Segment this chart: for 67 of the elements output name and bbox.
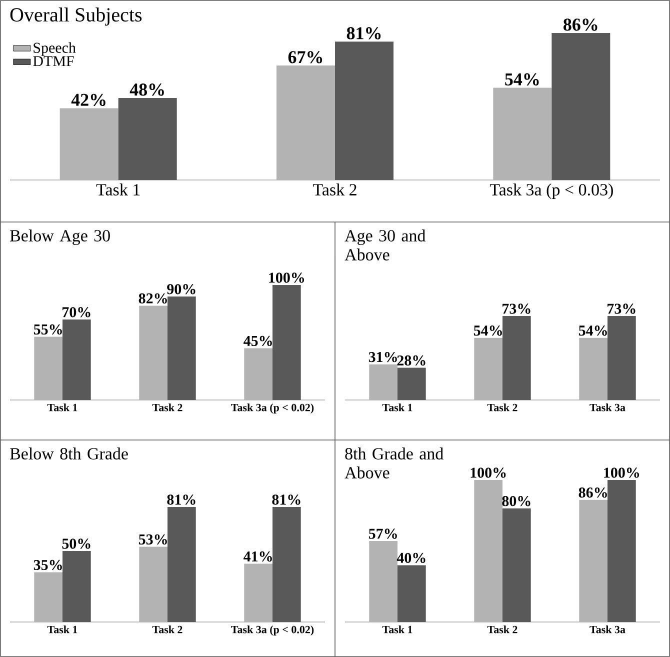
bar [369,364,398,400]
chart-title: Age 30 and Above [344,230,426,260]
data-label: 82% [138,293,167,304]
x-tick-label: Task 1 [382,404,412,412]
data-label: 67% [288,51,322,64]
data-label: 81% [346,27,381,40]
data-label: 80% [502,496,530,506]
x-tick-label: Task 3a [590,404,626,412]
data-label: 54% [474,326,502,336]
chart-title: 8th Grade and Above [344,448,444,478]
chart-title: Below 8th Grade [10,448,128,460]
data-label: 90% [167,284,196,294]
bar [579,338,608,400]
x-tick-label: Task 2 [313,184,356,196]
x-tick-label: Task 2 [152,626,182,634]
data-label: 41% [244,551,272,562]
bar [474,338,502,400]
x-tick-label: Task 3a (p < 0.02) [231,404,314,414]
x-tick-label: Task 1 [96,184,140,196]
data-label: 45% [244,336,272,346]
data-label: 48% [130,84,164,96]
data-label: 86% [578,488,607,498]
data-label: 70% [62,307,90,318]
x-tick-label: Task 3a (p < 0.03) [490,184,613,199]
data-label: 54% [578,326,607,336]
bar [34,336,62,400]
data-label: 86% [564,18,598,31]
data-label: 31% [368,352,397,362]
x-tick-label: Task 2 [487,404,518,412]
chart-title: Below Age 30 [10,230,110,245]
bar [369,541,398,622]
bar [139,306,168,400]
data-label: 57% [368,528,397,539]
x-tick-label: Task 1 [382,626,412,634]
data-label: 40% [396,552,426,564]
bar [139,546,168,622]
x-tick-label: Task 3a (p < 0.02) [231,626,314,636]
x-tick-label: Task 3a [590,626,626,634]
x-tick-label: Task 1 [47,404,78,412]
legend-label: Speech [34,42,76,56]
data-label: 35% [34,560,62,570]
bar [493,88,552,180]
bar [276,65,335,180]
data-label: 42% [71,94,106,106]
data-label: 81% [167,494,196,505]
data-label: 100% [604,468,640,478]
x-tick-label: Task 2 [152,404,182,412]
legend-label: DTMF [33,56,74,66]
data-label: 73% [608,304,636,314]
bar [244,564,272,622]
data-label: 54% [505,73,539,86]
bar [34,572,62,622]
data-label: 100% [470,468,506,478]
x-tick-label: Task 1 [47,626,78,634]
bar [60,108,118,180]
data-label: 100% [269,272,304,283]
data-label: 73% [502,304,530,314]
data-label: 55% [34,324,62,335]
bar [244,348,272,400]
bar [474,480,502,622]
data-label: 50% [62,538,90,549]
data-label: 28% [397,355,426,366]
bar [579,500,608,622]
x-tick-label: Task 2 [487,626,518,634]
chart-title: Overall Subjects [10,8,142,26]
data-label: 81% [272,494,300,505]
data-label: 53% [138,534,167,545]
